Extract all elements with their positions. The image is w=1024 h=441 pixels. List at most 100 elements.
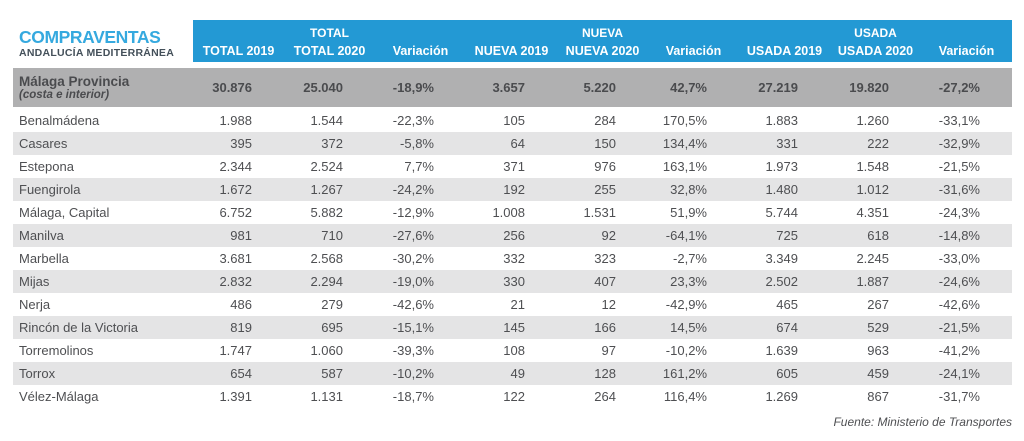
cell-total-2019: 6.752 — [219, 205, 252, 220]
table-row: Rincón de la Victoria 819 695 -15,1% 145… — [13, 316, 1012, 339]
group-label-nueva: NUEVA — [581, 26, 624, 40]
cell-variacion-nueva: 14,5% — [670, 320, 707, 335]
municipality-name: Estepona — [19, 159, 74, 174]
cell-variacion-total: -39,3% — [392, 343, 434, 358]
cell-usada-2020: 1.887 — [856, 274, 889, 289]
cell-total-2019: 819 — [230, 320, 252, 335]
cell-usada-2020: 267 — [867, 297, 889, 312]
cell-nueva-2020: 166 — [594, 320, 616, 335]
table-row: Mijas 2.832 2.294 -19,0% 330 407 23,3% 2… — [13, 270, 1012, 293]
cell-variacion-nueva: -42,9% — [665, 297, 707, 312]
cell-total-2019: 654 — [230, 366, 252, 381]
cell-variacion-nueva: 163,1% — [662, 159, 707, 174]
cell-variacion-usada: -32,9% — [938, 136, 980, 151]
group-label-total: TOTAL — [310, 26, 349, 40]
table-header: COMPRAVENTAS ANDALUCÍA MEDITERRÁNEA TOTA… — [13, 20, 1012, 62]
cell-total-2020: 1.131 — [310, 389, 343, 404]
cell-nueva-2019: 105 — [503, 113, 525, 128]
cell-variacion-nueva: 32,8% — [670, 182, 707, 197]
cell-total-2020: 695 — [321, 320, 343, 335]
cell-total-2020: 279 — [321, 297, 343, 312]
cell-total-2020: 1.544 — [310, 113, 343, 128]
cell-nueva-2019: 145 — [503, 320, 525, 335]
cell-usada-2019: 331 — [776, 136, 798, 151]
table-row: Málaga, Capital 6.752 5.882 -12,9% 1.008… — [13, 201, 1012, 224]
table-row: Nerja 486 279 -42,6% 21 12 -42,9% 465 26… — [13, 293, 1012, 316]
summary-cell-nueva-2020: 5.220 — [583, 80, 616, 95]
cell-total-2019: 1.672 — [219, 182, 252, 197]
cell-variacion-usada: -24,6% — [938, 274, 980, 289]
cell-total-2020: 1.060 — [310, 343, 343, 358]
cell-total-2020: 5.882 — [310, 205, 343, 220]
cell-total-2020: 2.524 — [310, 159, 343, 174]
municipality-name: Torrox — [19, 366, 56, 381]
cell-usada-2020: 1.012 — [856, 182, 889, 197]
cell-total-2020: 710 — [321, 228, 343, 243]
cell-usada-2020: 1.548 — [856, 159, 889, 174]
cell-nueva-2019: 332 — [503, 251, 525, 266]
cell-total-2019: 1.988 — [219, 113, 252, 128]
cell-usada-2020: 529 — [867, 320, 889, 335]
summary-cell-total-2020: 25.040 — [303, 80, 343, 95]
cell-nueva-2020: 1.531 — [583, 205, 616, 220]
summary-cell-variacion-nueva: 42,7% — [670, 80, 707, 95]
cell-variacion-total: -30,2% — [392, 251, 434, 266]
cell-variacion-total: -19,0% — [392, 274, 434, 289]
municipality-name: Rincón de la Victoria — [19, 320, 138, 335]
compraventas-table: COMPRAVENTAS ANDALUCÍA MEDITERRÁNEA TOTA… — [13, 20, 1012, 429]
cell-variacion-total: -27,6% — [392, 228, 434, 243]
summary-cell-variacion-total: -18,9% — [392, 80, 434, 95]
municipality-name: Nerja — [19, 297, 51, 312]
municipality-name: Torremolinos — [19, 343, 94, 358]
cell-variacion-total: -15,1% — [392, 320, 434, 335]
cell-nueva-2019: 64 — [510, 136, 525, 151]
cell-nueva-2019: 1.008 — [492, 205, 525, 220]
column-header-total-2019: TOTAL 2019 — [202, 44, 275, 58]
table-row: Torremolinos 1.747 1.060 -39,3% 108 97 -… — [13, 339, 1012, 362]
cell-usada-2019: 465 — [776, 297, 798, 312]
summary-cell-usada-2019: 27.219 — [758, 80, 798, 95]
cell-usada-2019: 2.502 — [765, 274, 798, 289]
cell-usada-2019: 605 — [776, 366, 798, 381]
column-header-variacion-total: Variación — [392, 44, 449, 58]
cell-variacion-total: 7,7% — [404, 159, 434, 174]
cell-nueva-2020: 264 — [594, 389, 616, 404]
cell-variacion-usada: -41,2% — [938, 343, 980, 358]
municipality-rows: Benalmádena 1.988 1.544 -22,3% 105 284 1… — [13, 109, 1012, 408]
cell-variacion-total: -10,2% — [392, 366, 434, 381]
municipality-name: Casares — [19, 136, 68, 151]
cell-nueva-2020: 284 — [594, 113, 616, 128]
cell-total-2020: 372 — [321, 136, 343, 151]
municipality-name: Mijas — [19, 274, 50, 289]
municipality-name: Benalmádena — [19, 113, 100, 128]
cell-variacion-nueva: -64,1% — [665, 228, 707, 243]
cell-variacion-nueva: 51,9% — [670, 205, 707, 220]
cell-variacion-total: -24,2% — [392, 182, 434, 197]
summary-title: Málaga Provincia — [19, 73, 130, 89]
cell-total-2020: 1.267 — [310, 182, 343, 197]
cell-nueva-2019: 108 — [503, 343, 525, 358]
source-note: Fuente: Ministerio de Transportes — [833, 415, 1012, 429]
cell-variacion-nueva: -2,7% — [673, 251, 707, 266]
cell-nueva-2020: 128 — [594, 366, 616, 381]
summary-cell-total-2019: 30.876 — [212, 80, 252, 95]
cell-total-2019: 486 — [230, 297, 252, 312]
cell-usada-2020: 867 — [867, 389, 889, 404]
cell-nueva-2020: 150 — [594, 136, 616, 151]
cell-usada-2020: 1.260 — [856, 113, 889, 128]
cell-usada-2020: 963 — [867, 343, 889, 358]
cell-usada-2019: 725 — [776, 228, 798, 243]
municipality-name: Málaga, Capital — [19, 205, 110, 220]
cell-variacion-total: -42,6% — [392, 297, 434, 312]
cell-variacion-nueva: 170,5% — [662, 113, 707, 128]
cell-usada-2019: 674 — [776, 320, 798, 335]
municipality-name: Vélez-Málaga — [19, 389, 99, 404]
cell-variacion-total: -22,3% — [392, 113, 434, 128]
cell-usada-2020: 618 — [867, 228, 889, 243]
cell-total-2019: 3.681 — [219, 251, 252, 266]
cell-nueva-2020: 407 — [594, 274, 616, 289]
cell-usada-2020: 2.245 — [856, 251, 889, 266]
cell-variacion-nueva: 134,4% — [662, 136, 707, 151]
cell-usada-2019: 3.349 — [765, 251, 798, 266]
